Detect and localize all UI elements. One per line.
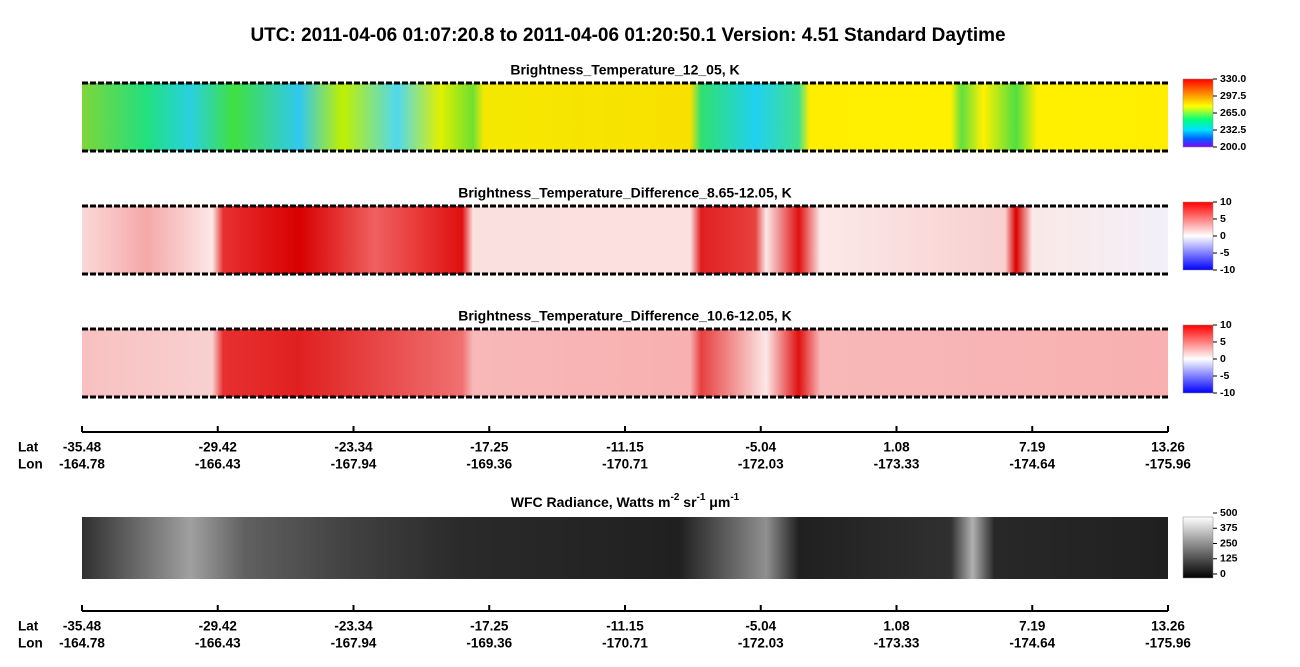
wfc-title-part: -2 bbox=[670, 492, 679, 503]
lat-tick-label: -35.48 bbox=[63, 440, 102, 455]
lat-tick-label: 7.19 bbox=[1019, 619, 1045, 634]
colorbar-label: 10 bbox=[1220, 196, 1232, 208]
lat-tick-label: -29.42 bbox=[199, 619, 237, 634]
lon-tick-label: -169.36 bbox=[466, 457, 512, 472]
colorbar bbox=[1182, 516, 1214, 579]
colorbar-label: 200.0 bbox=[1220, 141, 1246, 153]
lat-tick-label: -17.25 bbox=[470, 440, 509, 455]
wfc-title: WFC Radiance, Watts m-2 sr-1 μm-1 bbox=[511, 492, 740, 510]
lon-tick-label: -175.96 bbox=[1145, 457, 1191, 472]
lon-tick-label: -166.43 bbox=[195, 636, 241, 651]
colorbar-label: 5 bbox=[1220, 213, 1226, 225]
lon-tick-label: -174.64 bbox=[1009, 457, 1055, 472]
colorbar-label: 250 bbox=[1220, 537, 1238, 549]
colorbar-label: 330.0 bbox=[1220, 73, 1246, 85]
wfc-image bbox=[82, 517, 1168, 579]
colorbar-label: 265.0 bbox=[1220, 107, 1246, 119]
lon-tick-label: -172.03 bbox=[738, 457, 784, 472]
lat-tick-label: -5.04 bbox=[745, 440, 776, 455]
lon-tick-label: -164.78 bbox=[59, 636, 105, 651]
panel-image bbox=[82, 329, 1168, 397]
colorbar-label: -5 bbox=[1220, 370, 1229, 382]
wfc-title-part: -1 bbox=[730, 492, 739, 503]
colorbar-label: 0 bbox=[1220, 568, 1226, 580]
colorbar-label: -10 bbox=[1220, 264, 1235, 276]
colorbar-label: 10 bbox=[1220, 319, 1232, 331]
lon-tick-label: -173.33 bbox=[874, 457, 920, 472]
panel-image bbox=[82, 83, 1168, 151]
lat-tick-label: -17.25 bbox=[470, 619, 509, 634]
lat-tick-label: 1.08 bbox=[883, 440, 910, 455]
lat-tick-label: -11.15 bbox=[606, 619, 644, 634]
colorbar-label: 375 bbox=[1220, 522, 1238, 534]
panel-title: Brightness_Temperature_12_05, K bbox=[510, 62, 739, 78]
colorbar-label: 297.5 bbox=[1220, 90, 1246, 102]
lon-tick-label: -167.94 bbox=[331, 636, 377, 651]
colorbar bbox=[1182, 78, 1214, 148]
lat-tick-label: -11.15 bbox=[606, 440, 644, 455]
lon-tick-label: -174.64 bbox=[1009, 636, 1055, 651]
colorbar bbox=[1182, 324, 1214, 394]
wfc-title-part: sr bbox=[679, 494, 697, 510]
page-title: UTC: 2011-04-06 01:07:20.8 to 2011-04-06… bbox=[250, 25, 1005, 46]
colorbar-label: 5 bbox=[1220, 336, 1226, 348]
lon-tick-label: -170.71 bbox=[602, 457, 648, 472]
colorbar-label: 500 bbox=[1220, 507, 1238, 519]
lat-tick-label: 13.26 bbox=[1151, 619, 1185, 634]
lon-tick-label: -166.43 bbox=[195, 457, 241, 472]
lat-tick-label: 1.08 bbox=[883, 619, 910, 634]
colorbar bbox=[1182, 201, 1214, 271]
colorbar-label: 125 bbox=[1220, 553, 1238, 565]
lon-label: Lon bbox=[18, 636, 43, 651]
lat-tick-label: -23.34 bbox=[334, 440, 373, 455]
lat-tick-label: -35.48 bbox=[63, 619, 102, 634]
panel-title: Brightness_Temperature_Difference_10.6-1… bbox=[458, 308, 792, 324]
lon-tick-label: -172.03 bbox=[738, 636, 784, 651]
lon-tick-label: -169.36 bbox=[466, 636, 512, 651]
lon-tick-label: -170.71 bbox=[602, 636, 648, 651]
lon-tick-label: -164.78 bbox=[59, 457, 105, 472]
lon-tick-label: -173.33 bbox=[874, 636, 920, 651]
lon-label: Lon bbox=[18, 457, 43, 472]
colorbar-label: -5 bbox=[1220, 247, 1229, 259]
wfc-title-part: WFC Radiance, Watts m bbox=[511, 494, 671, 510]
lat-label: Lat bbox=[18, 440, 39, 455]
lat-tick-label: -23.34 bbox=[334, 619, 373, 634]
wfc-title-part: -1 bbox=[697, 492, 706, 503]
lat-label: Lat bbox=[18, 619, 39, 634]
colorbar-label: -10 bbox=[1220, 387, 1235, 399]
panel-image bbox=[82, 206, 1168, 274]
colorbar-label: 232.5 bbox=[1220, 124, 1246, 136]
lat-tick-label: -29.42 bbox=[199, 440, 237, 455]
lat-tick-label: -5.04 bbox=[745, 619, 776, 634]
colorbar-label: 0 bbox=[1220, 230, 1226, 242]
colorbar-label: 0 bbox=[1220, 353, 1226, 365]
panel-title: Brightness_Temperature_Difference_8.65-1… bbox=[458, 185, 792, 201]
lon-tick-label: -175.96 bbox=[1145, 636, 1191, 651]
lat-tick-label: 13.26 bbox=[1151, 440, 1185, 455]
wfc-title-part: μm bbox=[705, 494, 730, 510]
lon-tick-label: -167.94 bbox=[331, 457, 377, 472]
lat-tick-label: 7.19 bbox=[1019, 440, 1045, 455]
